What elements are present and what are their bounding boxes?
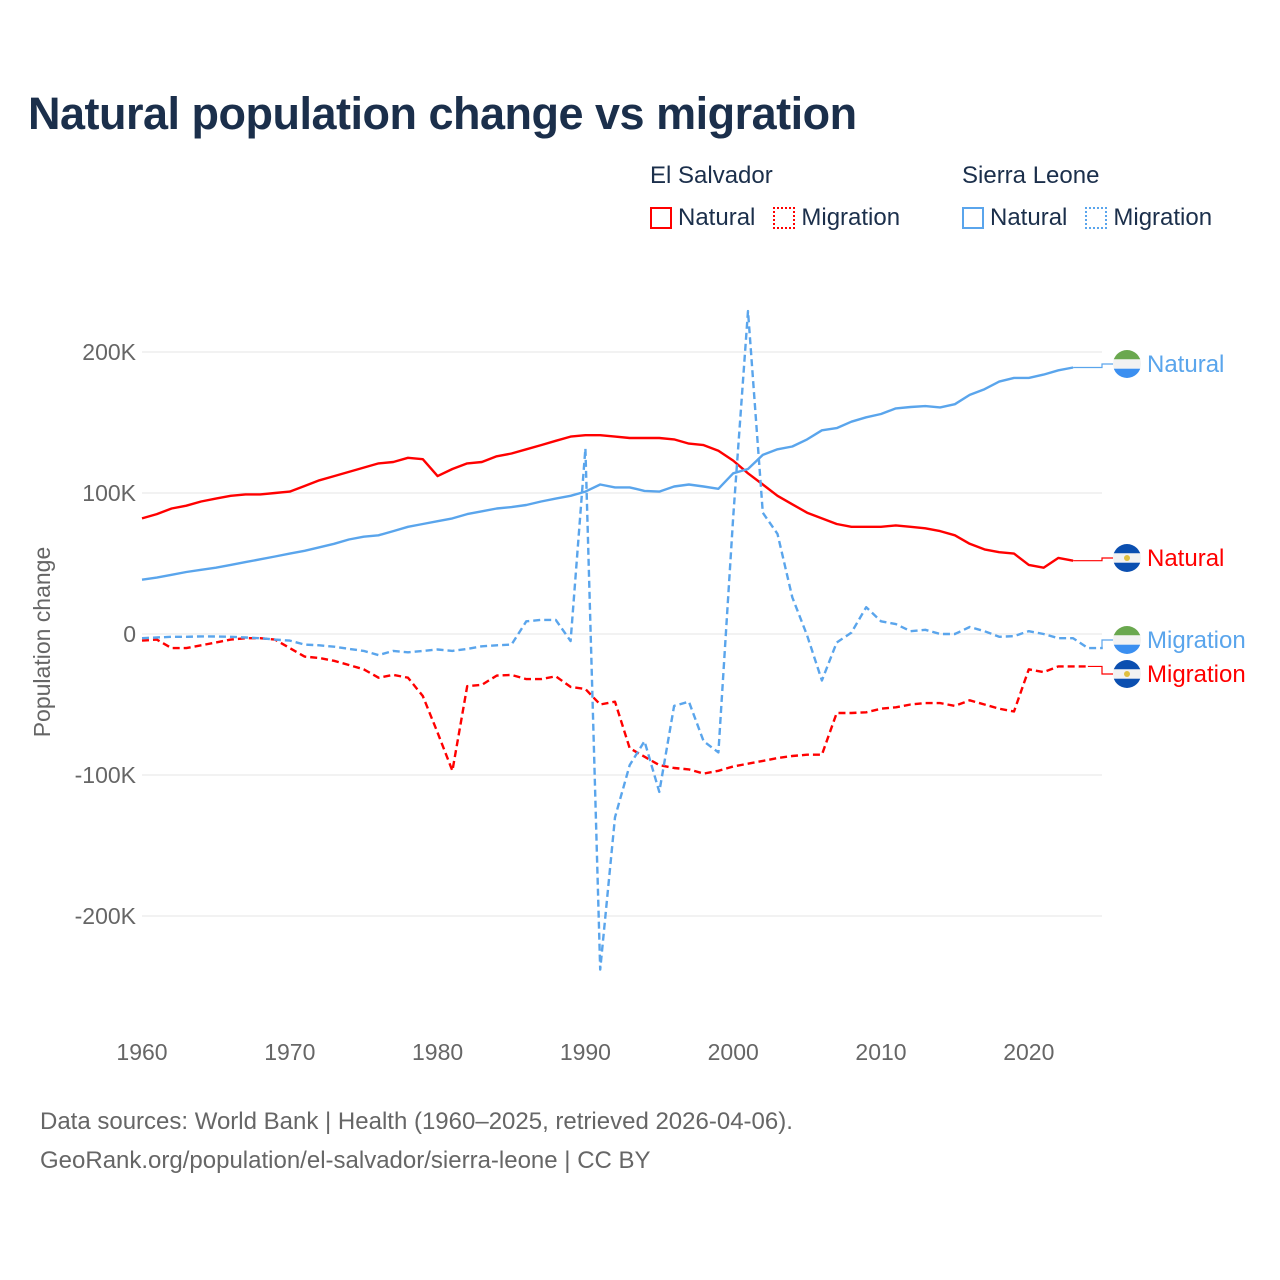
label-connector bbox=[1073, 363, 1113, 369]
legend-swatch-dotted bbox=[1085, 207, 1108, 229]
legend-swatch-dotted bbox=[773, 207, 796, 229]
flag-stripe bbox=[1113, 359, 1141, 369]
end-label: Migration bbox=[1147, 627, 1246, 654]
series-line-sierra-leone-natural bbox=[141, 366, 1074, 581]
x-tick-label: 2020 bbox=[1003, 1039, 1054, 1065]
el-salvador-flag-icon bbox=[1113, 660, 1141, 688]
flag-emblem bbox=[1124, 555, 1130, 561]
legend-item-el-salvador-natural[interactable]: Natural bbox=[650, 204, 755, 232]
x-tick-label: 1960 bbox=[116, 1039, 167, 1065]
sierra-leone-flag-icon bbox=[1113, 626, 1141, 654]
flag-stripe bbox=[1113, 635, 1141, 645]
flag-stripe bbox=[1113, 350, 1141, 360]
legend-item-sierra-leone-natural[interactable]: Natural bbox=[962, 204, 1067, 232]
legend-label: Migration bbox=[1113, 204, 1213, 231]
x-tick-label: 1990 bbox=[560, 1039, 611, 1065]
flag-emblem bbox=[1124, 671, 1130, 677]
x-tick-label: 1970 bbox=[264, 1039, 315, 1065]
x-tick-label: 1980 bbox=[412, 1039, 463, 1065]
legend-label: Natural bbox=[990, 204, 1068, 231]
legend-item-sierra-leone-migration[interactable]: Migration bbox=[1085, 204, 1212, 232]
legend-swatch-solid bbox=[650, 207, 672, 229]
flag-stripe bbox=[1113, 626, 1141, 636]
end-label: Natural bbox=[1147, 545, 1224, 572]
el-salvador-flag-icon bbox=[1113, 544, 1141, 572]
footer-source: Data sources: World Bank | Health (1960–… bbox=[40, 1108, 793, 1135]
series-line-el-salvador-migration bbox=[141, 637, 1088, 775]
footer-link[interactable]: GeoRank.org/population/el-salvador/sierr… bbox=[40, 1147, 651, 1174]
y-axis-label: Population change bbox=[29, 547, 55, 738]
y-tick-label: 100K bbox=[82, 480, 136, 506]
label-connector bbox=[1087, 665, 1113, 675]
y-tick-label: -200K bbox=[75, 903, 137, 929]
y-tick-label: -100K bbox=[75, 762, 137, 788]
series-line-el-salvador-natural bbox=[141, 434, 1074, 569]
sierra-leone-flag-icon bbox=[1113, 350, 1141, 378]
legend-swatch-solid bbox=[962, 207, 984, 229]
legend-group-el-salvador: El Salvador Natural Migration bbox=[650, 162, 918, 232]
legend-country: Sierra Leone bbox=[962, 162, 1100, 189]
flag-stripe bbox=[1113, 678, 1141, 688]
legend-group-sierra-leone: Sierra Leone Natural Migration bbox=[962, 162, 1212, 232]
legend-country: El Salvador bbox=[650, 162, 773, 189]
x-tick-label: 2010 bbox=[855, 1039, 906, 1065]
legend-label: Migration bbox=[801, 204, 901, 231]
x-tick-label: 2000 bbox=[708, 1039, 759, 1065]
flag-stripe bbox=[1113, 544, 1141, 554]
flag-stripe bbox=[1113, 660, 1141, 670]
series-line-sierra-leone-migration bbox=[141, 309, 1103, 971]
legend-label: Natural bbox=[678, 204, 756, 231]
y-tick-label: 0 bbox=[123, 621, 136, 647]
chart-title: Natural population change vs migration bbox=[28, 88, 857, 139]
label-connector bbox=[1073, 557, 1113, 562]
y-tick-label: 200K bbox=[82, 339, 136, 365]
flag-stripe bbox=[1113, 368, 1141, 378]
flag-stripe bbox=[1113, 562, 1141, 572]
end-label: Natural bbox=[1147, 351, 1224, 378]
end-label: Migration bbox=[1147, 661, 1246, 688]
legend-item-el-salvador-migration[interactable]: Migration bbox=[773, 204, 900, 232]
flag-stripe bbox=[1113, 644, 1141, 654]
label-connector bbox=[1101, 639, 1113, 649]
